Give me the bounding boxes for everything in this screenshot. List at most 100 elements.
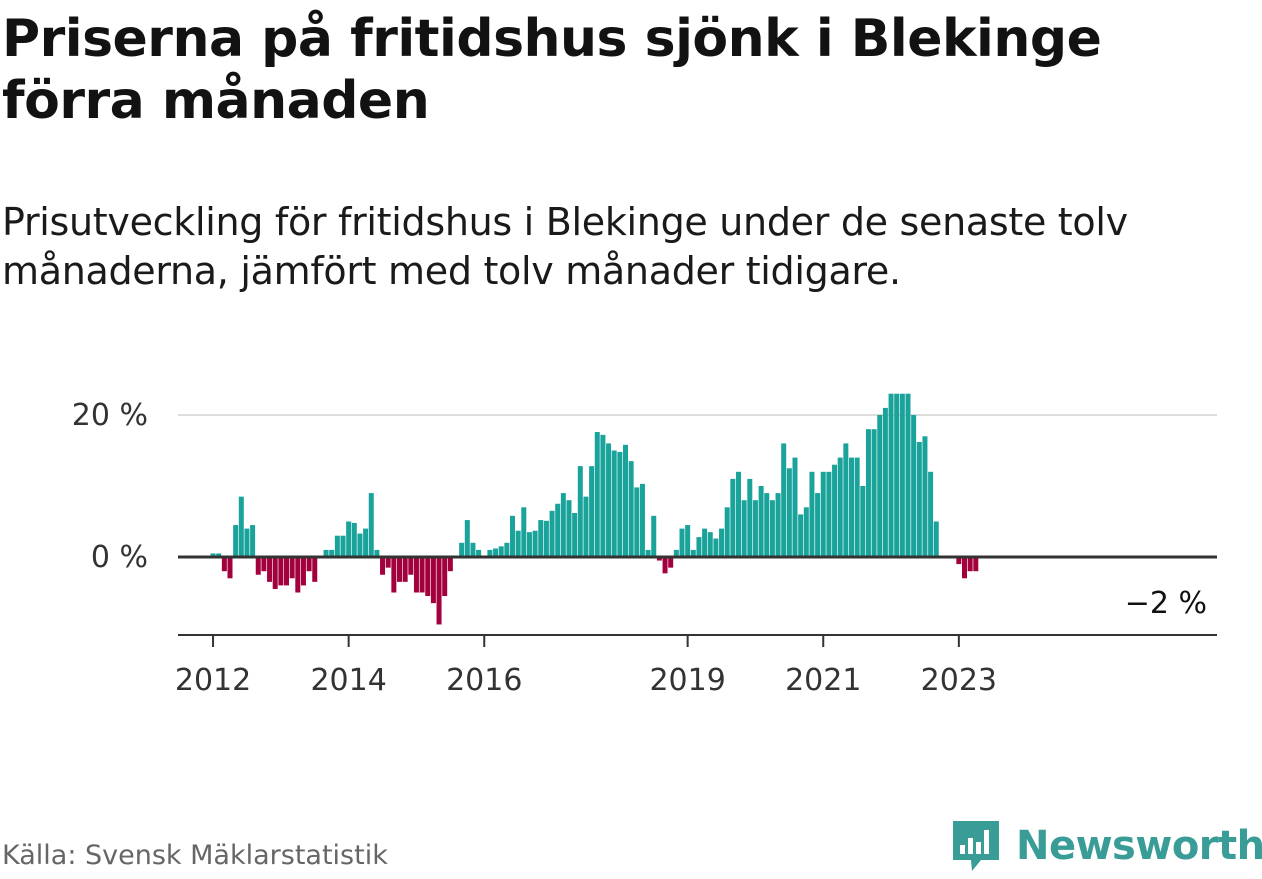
bar xyxy=(928,471,934,557)
bar xyxy=(888,393,894,557)
bar xyxy=(238,496,244,557)
bar xyxy=(476,549,482,557)
bar xyxy=(470,542,476,557)
chart-title: Priserna på fritidshus sjönk i Blekinge … xyxy=(2,9,1102,132)
bar xyxy=(323,549,329,557)
x-tick-label: 2016 xyxy=(446,663,522,698)
bar xyxy=(572,512,578,557)
bar xyxy=(973,557,979,572)
bar xyxy=(741,500,747,557)
bar xyxy=(329,549,335,557)
bar xyxy=(617,451,623,557)
chart-subtitle: Prisutveckling för fritidshus i Blekinge… xyxy=(2,200,1128,294)
bar xyxy=(679,528,685,557)
bar xyxy=(334,535,340,557)
bar xyxy=(436,557,442,625)
bar xyxy=(690,549,696,557)
bar xyxy=(809,471,815,557)
bar xyxy=(803,507,809,557)
bar xyxy=(611,450,617,557)
bar xyxy=(871,429,877,557)
bar xyxy=(487,549,493,557)
bar xyxy=(583,496,589,557)
bar xyxy=(606,443,612,557)
bar xyxy=(521,507,527,557)
bar xyxy=(623,444,628,557)
bar xyxy=(413,557,419,593)
bar xyxy=(634,487,640,557)
bar xyxy=(916,441,922,557)
bar xyxy=(798,514,804,557)
bar xyxy=(899,393,905,557)
source-note: Källa: Svensk Mäklarstatistik xyxy=(2,840,388,871)
bar xyxy=(747,478,753,557)
bar xyxy=(284,557,289,586)
bar xyxy=(832,464,838,557)
bar xyxy=(261,557,267,572)
bar xyxy=(922,436,928,557)
bar xyxy=(758,486,764,557)
bar xyxy=(781,443,787,557)
label-layer: 0 % 20 % 2012 2014 2016 2019 2021 2023 −2 % xyxy=(72,398,1207,698)
bar xyxy=(244,528,250,557)
bar xyxy=(854,457,860,557)
bar xyxy=(419,557,425,593)
bar xyxy=(815,493,821,557)
bar xyxy=(837,457,843,557)
bar xyxy=(504,542,510,557)
bar xyxy=(532,530,538,557)
brand-logo[interactable]: Newsworthy xyxy=(950,818,1262,874)
y-tick-label: 20 % xyxy=(72,398,148,433)
bar xyxy=(272,557,278,589)
bar xyxy=(645,549,651,557)
bar xyxy=(538,520,544,557)
y-tick-label: 0 % xyxy=(91,540,148,575)
x-tick-label: 2023 xyxy=(921,663,997,698)
bar xyxy=(668,557,674,568)
bar xyxy=(962,557,967,579)
bar xyxy=(707,532,713,557)
bar xyxy=(651,515,657,557)
bar xyxy=(526,532,532,557)
x-tick-label: 2012 xyxy=(175,663,251,698)
bar xyxy=(662,557,668,574)
bar xyxy=(391,557,397,593)
last-value-label: −2 % xyxy=(1125,586,1207,621)
bar xyxy=(227,557,233,579)
bar xyxy=(894,393,900,557)
bar xyxy=(849,457,854,557)
bar xyxy=(730,478,736,557)
axis-layer xyxy=(178,555,1217,647)
bar-chart: 0 % 20 % 2012 2014 2016 2019 2021 2023 −2 % xyxy=(72,393,1217,698)
bar xyxy=(380,557,386,575)
bar xyxy=(216,553,222,557)
bar xyxy=(267,557,273,582)
bar xyxy=(363,528,369,557)
bar xyxy=(295,557,301,593)
bar xyxy=(498,546,504,557)
bar xyxy=(515,530,521,557)
bar xyxy=(719,528,725,557)
bar xyxy=(549,510,555,557)
bar xyxy=(911,415,917,557)
bar xyxy=(933,521,939,557)
bar xyxy=(566,500,572,557)
bar xyxy=(351,522,357,557)
bar xyxy=(956,557,962,565)
bar xyxy=(221,557,227,572)
bar xyxy=(464,520,470,557)
bar xyxy=(555,503,561,557)
brand-name: Newsworthy xyxy=(1016,823,1262,869)
bar xyxy=(786,468,792,557)
bar xyxy=(346,521,352,557)
bar xyxy=(696,537,702,557)
bar xyxy=(430,557,436,604)
newsworthy-logo-icon xyxy=(953,821,999,871)
bar xyxy=(442,557,448,597)
bar xyxy=(233,525,239,557)
bar xyxy=(775,493,781,557)
x-tick-label: 2014 xyxy=(310,663,386,698)
bar xyxy=(447,557,453,572)
bar xyxy=(385,557,391,568)
bar xyxy=(736,471,741,557)
